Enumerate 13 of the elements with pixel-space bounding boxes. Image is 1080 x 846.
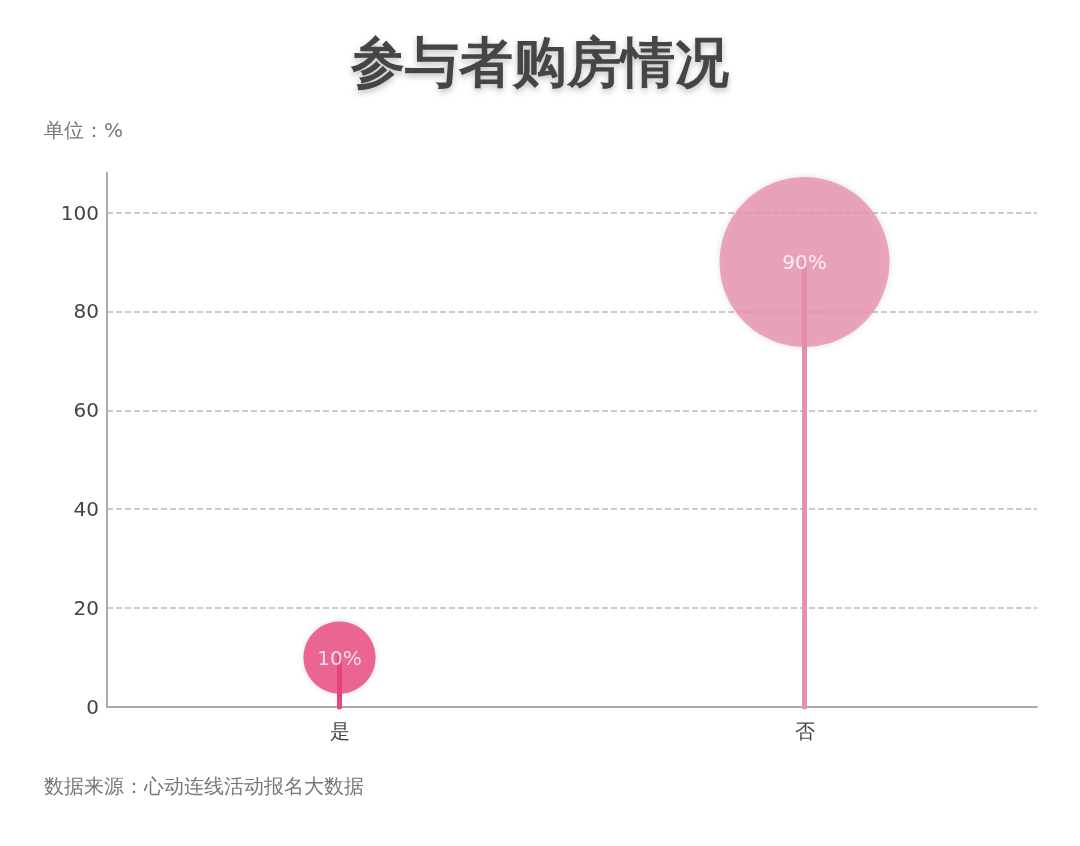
data-label: 90% (782, 250, 827, 274)
source-note: 数据来源：心动连线活动报名大数据 (44, 774, 364, 798)
y-axis-title: 单位：% (44, 118, 124, 142)
data-label: 10% (317, 645, 362, 670)
x-tick-label: 否 (794, 719, 815, 743)
y-tick-label: 100 (60, 200, 99, 225)
y-tick-label: 40 (73, 497, 99, 522)
chart-title: 参与者购房情况 (350, 30, 729, 94)
y-tick-label: 60 (73, 398, 99, 423)
y-tick-label: 80 (73, 299, 99, 324)
y-tick-label: 20 (73, 596, 99, 621)
x-tick-label: 是 (329, 719, 350, 743)
y-tick-label: 0 (86, 695, 99, 719)
